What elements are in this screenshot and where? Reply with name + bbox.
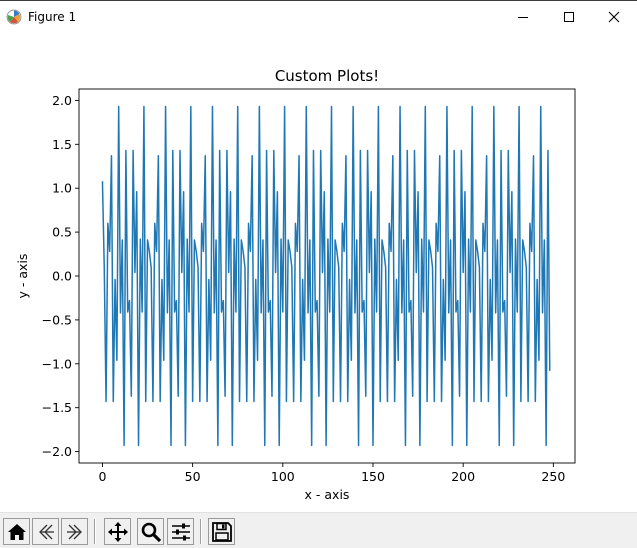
y-tick-label: −1.0 xyxy=(42,356,72,371)
y-tick-label: 1.5 xyxy=(52,137,72,152)
zoom-button[interactable] xyxy=(137,518,164,545)
x-axis-label: x - axis xyxy=(305,487,350,502)
toolbar-separator xyxy=(94,519,96,544)
pan-button[interactable] xyxy=(104,518,131,545)
x-tick-label: 250 xyxy=(541,469,565,484)
line-chart: 0 50 100 150 200 250 −2.0 −1.5 −1.0 −0.5 0.0 0.5 1.… xyxy=(15,67,576,502)
x-tick-label: 150 xyxy=(361,469,385,484)
home-icon xyxy=(7,523,26,540)
floppy-disk-icon xyxy=(211,521,232,542)
matplotlib-logo-icon xyxy=(6,9,22,25)
chart-title: Custom Plots! xyxy=(275,67,379,85)
window-titlebar: Figure 1 xyxy=(0,0,637,32)
y-tick-label: −1.5 xyxy=(42,400,72,415)
save-button[interactable] xyxy=(208,518,235,545)
y-tick-label: 2.0 xyxy=(52,93,72,108)
y-tick-label: 1.0 xyxy=(52,181,72,196)
y-tick-label: −0.5 xyxy=(42,312,72,327)
y-tick-label: −2.0 xyxy=(42,444,72,459)
maximize-icon xyxy=(564,12,574,22)
toolbar-separator xyxy=(200,519,202,544)
navigation-toolbar xyxy=(0,512,637,548)
configure-subplots-button[interactable] xyxy=(167,518,194,545)
series-layer xyxy=(101,105,551,447)
maximize-button[interactable] xyxy=(546,1,592,33)
x-axis-ticks: 0 50 100 150 200 250 xyxy=(98,463,565,484)
x-tick-label: 50 xyxy=(185,469,201,484)
y-tick-label: 0.5 xyxy=(52,225,72,240)
minimize-button[interactable] xyxy=(500,1,546,33)
figure-canvas[interactable]: 0 50 100 150 200 250 −2.0 −1.5 −1.0 −0.5 0.0 0.5 1.… xyxy=(0,32,637,512)
y-axis-label: y - axis xyxy=(15,254,30,299)
back-arrow-icon xyxy=(38,524,54,539)
close-button[interactable] xyxy=(591,1,637,33)
y-tick-label: 0.0 xyxy=(52,269,72,284)
forward-button[interactable] xyxy=(61,518,88,545)
sliders-icon xyxy=(171,523,190,540)
y-axis-ticks: −2.0 −1.5 −1.0 −0.5 0.0 0.5 1.0 1.5 2.0 xyxy=(42,93,79,459)
x-tick-label: 200 xyxy=(451,469,475,484)
back-button[interactable] xyxy=(32,518,59,545)
forward-arrow-icon xyxy=(66,524,82,539)
move-icon xyxy=(107,521,128,542)
home-button[interactable] xyxy=(3,518,30,545)
close-icon xyxy=(608,11,620,23)
x-tick-label: 100 xyxy=(271,469,295,484)
x-tick-label: 0 xyxy=(98,469,106,484)
minimize-icon xyxy=(518,17,528,18)
magnifier-icon xyxy=(141,522,161,542)
window-title: Figure 1 xyxy=(28,10,77,24)
series-line xyxy=(101,105,551,447)
